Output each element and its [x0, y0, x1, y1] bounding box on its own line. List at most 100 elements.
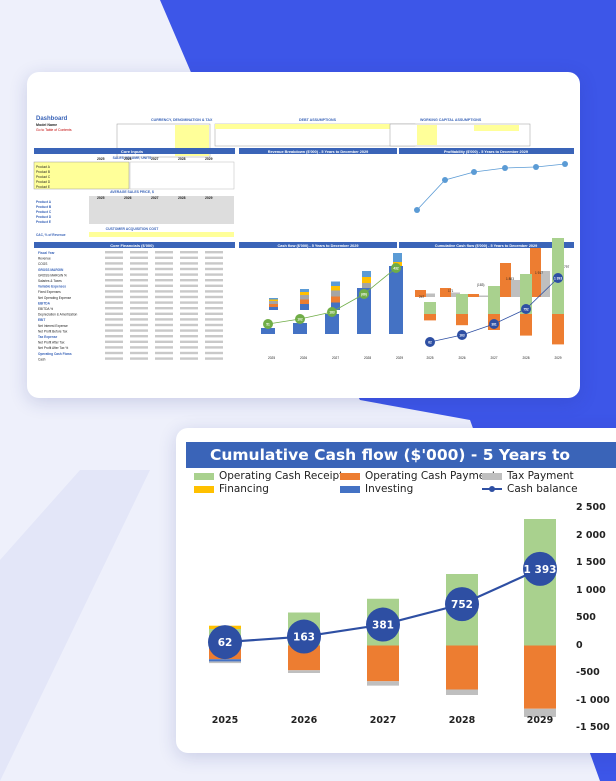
fin-cell — [180, 323, 198, 327]
cashflow-year: 2026 — [300, 356, 307, 360]
product-price-label: Product A — [36, 200, 52, 204]
cashflow-year: 2025 — [268, 356, 275, 360]
cash-balance-label: 381 — [372, 620, 394, 632]
cash-balance-marker — [366, 607, 400, 642]
cumulative-small-payments — [424, 314, 436, 321]
fin-cell — [155, 251, 173, 254]
fin-cell — [155, 318, 173, 321]
profit-data-label: 247 — [419, 295, 425, 299]
fin-cell — [105, 346, 123, 349]
revenue-bar — [362, 283, 371, 291]
fin-cell — [180, 312, 198, 315]
legend-item-financing: Financing — [194, 483, 269, 495]
fin-cell — [155, 267, 173, 271]
fin-cell — [180, 335, 198, 338]
revenue-bar — [269, 304, 278, 307]
fin-cell — [105, 279, 123, 282]
y-tick-label: -1 500 — [576, 722, 610, 733]
fin-cell — [155, 290, 173, 293]
fin-row-label: Cash — [38, 357, 46, 361]
fin-cell — [105, 323, 123, 327]
cashflow-bar — [389, 266, 403, 334]
legend-label: Operating Cash Payments — [365, 470, 502, 482]
fin-row-label: EBITDA % — [38, 307, 53, 311]
y-tick-label: -1 000 — [576, 694, 610, 706]
product-price-label: Product E — [36, 220, 51, 224]
cashflow-bar — [325, 314, 339, 334]
cash-balance-marker — [445, 587, 479, 622]
profit-marker — [414, 207, 420, 213]
year-header: 2027 — [151, 196, 159, 200]
fin-cell — [180, 346, 198, 349]
cumulative-small-payments — [520, 314, 532, 336]
cashflow-year: 2028 — [364, 356, 371, 360]
cumulative-small-marker — [457, 330, 467, 340]
profit-bar — [440, 288, 451, 297]
profit-marker — [471, 169, 477, 175]
profit-bar-grey — [511, 280, 520, 297]
cumulative-small-marker — [489, 319, 499, 329]
cash-balance-label: 1 393 — [524, 564, 557, 576]
fin-cell — [105, 357, 123, 360]
profit-marker — [442, 177, 448, 183]
fin-cell — [130, 279, 148, 282]
fin-row-label: Tax Expense — [38, 335, 57, 339]
fin-row-label: Net Profit After Tax — [38, 341, 65, 345]
fin-cell — [105, 340, 123, 343]
cumulative-small-label: 1 393 — [554, 277, 562, 281]
fin-cell — [130, 284, 148, 287]
fin-cell — [130, 295, 148, 299]
net-cashflow-label: 51 — [266, 323, 270, 327]
cashflow-chart-title: Cash flow ($'000) - 5 Years to December … — [277, 244, 358, 248]
cumulative-small-year: 2027 — [490, 356, 497, 360]
fin-cell — [130, 256, 148, 259]
fin-cell — [130, 312, 148, 315]
fin-cell — [180, 256, 198, 259]
core-financials-header — [34, 242, 235, 248]
cumulative-small-year: 2029 — [554, 356, 561, 360]
fin-row-label: Fixed Expenses — [38, 290, 61, 294]
fin-cell — [105, 267, 123, 271]
fin-cell — [155, 273, 173, 276]
bar-operating-cash-payments — [367, 645, 399, 682]
debt-header — [215, 124, 415, 129]
fin-cell — [130, 262, 148, 265]
product-price-label: Product C — [36, 210, 52, 214]
cashflow-bar — [261, 328, 275, 334]
year-header: 2026 — [124, 157, 132, 161]
fin-row-label: COGS — [38, 262, 47, 266]
fin-cell — [205, 340, 223, 343]
dashboard-overview-card: Dashboard Model Name Go to Table of Conten… — [27, 72, 580, 398]
legend-swatch — [194, 485, 214, 493]
cumulative-small-receipts — [456, 294, 468, 314]
fin-cell — [205, 279, 223, 282]
fin-row-label: Net Interest Expense — [38, 324, 68, 328]
cash-balance-label: 163 — [293, 632, 315, 644]
bar-tax-payment — [209, 661, 241, 664]
fin-row-label: Depreciation & Amortization — [38, 313, 78, 317]
fin-cell — [180, 251, 198, 254]
profit-chart-title: Profitability ($'000) - 5 Years to Decem… — [444, 150, 528, 154]
year-header: 2029 — [205, 157, 213, 161]
cashflow-bar — [357, 288, 371, 334]
fin-cell — [205, 262, 223, 265]
net-cashflow-marker — [295, 314, 305, 324]
fin-cell — [155, 307, 173, 310]
cashflow-bar — [293, 323, 307, 334]
fin-cell — [130, 307, 148, 310]
cashflow-chart-header — [239, 242, 397, 248]
section-debt: DEBT ASSUMPTIONS — [299, 118, 337, 122]
toc-link: Go to Table of Contents — [36, 128, 72, 132]
legend-item-tax: Tax Payment — [482, 470, 574, 482]
fin-cell — [180, 329, 198, 332]
wc-inputs — [417, 125, 437, 145]
fin-cell — [180, 301, 198, 304]
fin-row-label: Net Profit After Tax % — [38, 346, 68, 350]
core-financials-title: Core Financials ($'000) — [110, 243, 154, 248]
profit-bar-grey — [541, 271, 550, 297]
fin-cell — [205, 256, 223, 259]
revenue-chart-title: Revenue Breakdown ($'000) - 5 Years to D… — [268, 150, 368, 154]
cumulative-small-receipts — [424, 302, 436, 314]
cumulative-small-payments — [552, 314, 564, 345]
revenue-bar — [300, 289, 309, 292]
